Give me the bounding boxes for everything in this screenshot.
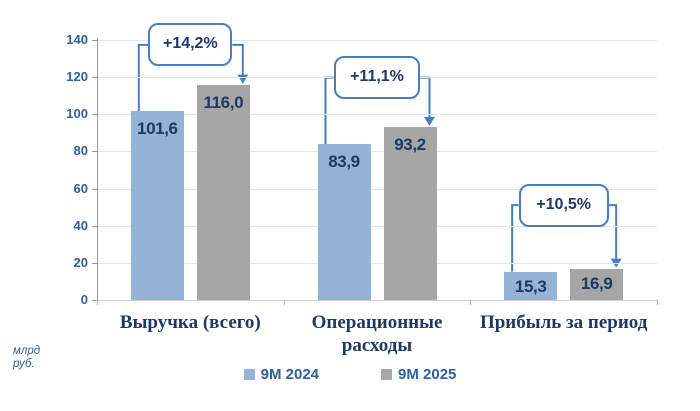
change-callout: +11,1% xyxy=(334,56,420,100)
category-tick xyxy=(470,300,472,305)
category-label: Прибыль за период xyxy=(479,312,648,333)
y-axis-tick xyxy=(92,77,97,79)
y-axis-tick xyxy=(92,151,97,153)
legend-item: 9M 2025 xyxy=(381,366,456,383)
y-axis-tick-label: 80 xyxy=(73,143,88,159)
y-axis-tick-label: 20 xyxy=(73,254,88,270)
bar-9m-2024 xyxy=(504,271,558,300)
bar-value-label: 16,9 xyxy=(580,273,613,293)
y-axis-line xyxy=(97,38,98,305)
grid-line xyxy=(98,262,657,264)
y-axis-tick-label: 120 xyxy=(66,69,88,85)
y-axis-tick-label: 0 xyxy=(80,292,88,307)
legend-swatch-icon xyxy=(381,369,392,380)
change-connector-line xyxy=(324,76,334,145)
arrow-down-icon xyxy=(237,74,249,84)
y-axis-tick xyxy=(92,225,97,227)
change-callout: +10,5% xyxy=(518,183,609,227)
y-axis-tick xyxy=(92,188,97,190)
legend-label: 9M 2024 xyxy=(260,366,319,383)
bar-value-label: 116,0 xyxy=(203,92,244,112)
bar-9m-2025 xyxy=(383,126,437,300)
change-callout: +14,2% xyxy=(148,23,233,67)
y-axis-tick-label: 140 xyxy=(66,32,88,47)
legend: 9M 2024 9M 2025 xyxy=(0,366,700,383)
unit-label: млрд руб. xyxy=(13,345,41,370)
grid-line xyxy=(98,188,657,190)
y-axis-tick-label: 40 xyxy=(73,217,88,233)
bar-9m-2025 xyxy=(196,84,250,300)
y-axis-tick xyxy=(92,300,97,301)
change-connector-line xyxy=(608,204,618,259)
y-axis-tick-label: 100 xyxy=(66,106,88,122)
arrow-down-icon xyxy=(424,116,435,126)
change-connector-line xyxy=(511,204,519,272)
category-tick xyxy=(657,300,658,305)
category-label: Операционные расходы xyxy=(311,312,443,356)
grid-line xyxy=(98,151,657,153)
bar-9m-2024 xyxy=(130,111,184,300)
change-connector-line xyxy=(232,43,244,75)
bar-value-label: 15,3 xyxy=(514,276,547,296)
legend-item: 9M 2024 xyxy=(243,366,319,383)
y-axis-tick xyxy=(92,262,97,264)
category-tick xyxy=(97,300,98,305)
y-axis-tick-label: 60 xyxy=(73,180,88,196)
bar-9m-2025 xyxy=(570,268,624,300)
grid-line xyxy=(98,114,657,116)
bar-value-label: 83,9 xyxy=(328,152,360,172)
bar-value-label: 101,6 xyxy=(137,119,178,139)
bar-value-label: 93,2 xyxy=(394,134,426,154)
change-connector-line xyxy=(420,76,431,117)
category-label: Выручка (всего) xyxy=(119,312,261,333)
grid-line xyxy=(98,225,657,227)
bar-9m-2024 xyxy=(317,144,371,300)
category-tick xyxy=(283,300,285,305)
x-axis-baseline xyxy=(97,300,658,301)
legend-swatch-icon xyxy=(243,369,255,380)
y-axis-tick xyxy=(92,114,97,116)
grid-line xyxy=(98,40,657,41)
y-axis-tick xyxy=(92,40,97,41)
legend-label: 9M 2025 xyxy=(398,366,457,383)
